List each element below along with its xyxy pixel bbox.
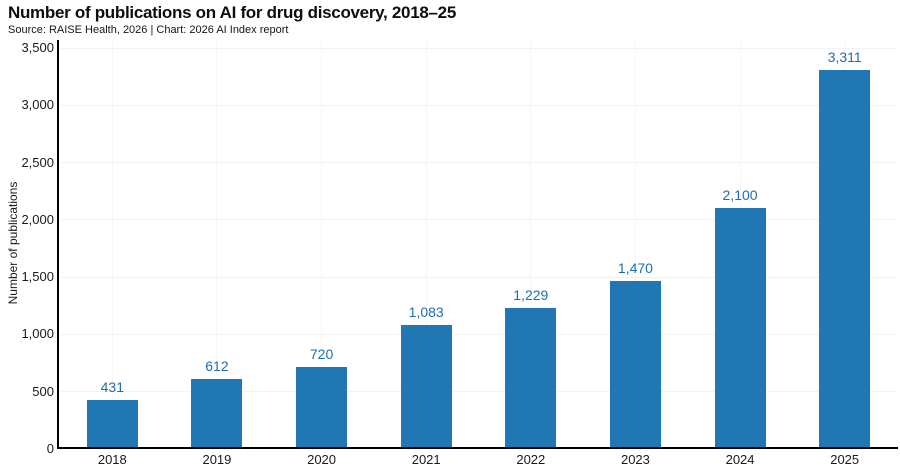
x-tick-2025: 2025 [830, 452, 860, 467]
bar-value-label-2022: 1,229 [513, 287, 549, 304]
chart-title: Number of publications on AI for drug di… [8, 3, 456, 22]
bar-2021 [400, 324, 452, 449]
y-tick-500: 500 [32, 383, 54, 399]
bar-value-label-2023: 1,470 [617, 259, 653, 276]
gridline-v-2020 [321, 40, 323, 449]
bar-value-label-2021: 1,083 [408, 303, 444, 320]
bar-2022 [505, 308, 557, 449]
gridline-h-1000 [60, 333, 897, 335]
y-tick-2000: 2,000 [21, 211, 54, 227]
y-tick-3000: 3,000 [21, 97, 54, 113]
x-tick-2024: 2024 [725, 452, 755, 467]
bar-2025 [819, 69, 871, 449]
gridline-h-3500 [60, 47, 897, 49]
gridline-h-2000 [60, 219, 897, 221]
chart-subtitle: Source: RAISE Health, 2026 | Chart: 2026… [8, 24, 289, 36]
bar-value-label-2018: 431 [100, 378, 124, 395]
bar-value-label-2019: 612 [205, 357, 229, 374]
y-tick-0: 0 [46, 441, 54, 456]
x-tick-2019: 2019 [202, 452, 232, 467]
plot-area: 431 612 720 1,083 1,229 1,470 2,100 3,311 [60, 40, 897, 449]
y-tick-2500: 2,500 [21, 154, 54, 170]
bar-value-label-2025: 3,311 [827, 48, 862, 65]
bar-2020 [296, 366, 348, 449]
gridline-v-2022 [530, 40, 532, 449]
bar-2018 [86, 399, 138, 449]
bar-2024 [714, 208, 766, 449]
y-axis-line [57, 40, 59, 449]
y-tick-1000: 1,000 [21, 326, 54, 342]
gridline-v-2018 [111, 40, 113, 449]
x-axis-line [57, 447, 898, 449]
bar-value-label-2020: 720 [309, 345, 334, 362]
gridline-v-2019 [216, 40, 218, 449]
y-tick-3500: 3,500 [21, 40, 54, 55]
x-tick-2023: 2023 [620, 452, 650, 467]
x-tick-2020: 2020 [307, 452, 337, 467]
bar-value-label-2024: 2,100 [722, 187, 758, 204]
bar-2023 [609, 280, 661, 449]
gridline-h-1500 [60, 276, 897, 278]
x-tick-2021: 2021 [411, 452, 441, 467]
gridline-h-3000 [60, 104, 897, 106]
bar-2019 [191, 378, 243, 449]
gridline-h-2500 [60, 162, 897, 164]
x-tick-2018: 2018 [97, 452, 127, 467]
gridline-v-2023 [634, 40, 636, 449]
y-tick-1500: 1,500 [21, 269, 54, 285]
x-tick-2022: 2022 [516, 452, 546, 467]
y-axis-title: Number of publications [6, 181, 20, 305]
gridline-h-500 [60, 391, 897, 393]
gridline-v-2021 [425, 40, 427, 449]
